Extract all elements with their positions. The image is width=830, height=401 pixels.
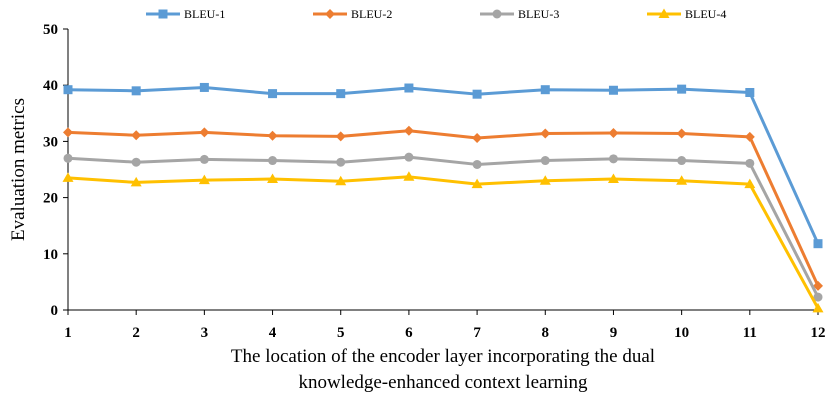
data-point-bleu-4 <box>539 175 551 185</box>
data-point-bleu-1 <box>268 89 278 99</box>
x-axis-title-line-2: knowledge-enhanced context learning <box>298 372 588 393</box>
series-line-bleu-1 <box>67 85 820 245</box>
x-tick-label: 7 <box>473 325 481 341</box>
series-line-bleu-3 <box>67 155 820 298</box>
legend-item-bleu-1: BLEU-1 <box>146 7 225 21</box>
data-point-bleu-1 <box>608 85 618 95</box>
x-tick-label: 9 <box>610 325 618 341</box>
data-point-bleu-3 <box>199 154 209 164</box>
y-tick-label: 10 <box>43 247 58 263</box>
data-point-bleu-2 <box>267 130 278 141</box>
x-tick-label: 2 <box>132 325 140 341</box>
data-point-bleu-3 <box>131 157 141 167</box>
data-point-bleu-2 <box>744 131 755 142</box>
axes <box>67 29 818 311</box>
legend-item-bleu-4: BLEU-4 <box>647 7 726 21</box>
data-point-bleu-1 <box>677 84 687 94</box>
y-tick-label: 0 <box>51 303 59 319</box>
series-bleu-2 <box>63 125 823 291</box>
data-point-bleu-1 <box>336 89 346 99</box>
y-tick-label: 20 <box>43 191 58 207</box>
x-tick-label: 6 <box>405 325 413 341</box>
data-point-bleu-4 <box>267 173 279 184</box>
x-tick-label: 10 <box>674 325 689 341</box>
data-point-bleu-2 <box>199 127 210 138</box>
data-point-bleu-4 <box>403 171 415 181</box>
series-line-bleu-4 <box>67 175 820 310</box>
series-bleu-1 <box>63 82 823 249</box>
data-point-bleu-1 <box>63 85 73 95</box>
series-bleu-4 <box>62 171 824 313</box>
data-point-bleu-2 <box>676 128 687 139</box>
data-point-bleu-1 <box>404 83 414 93</box>
legend-item-bleu-2: BLEU-2 <box>313 7 392 21</box>
data-point-bleu-2 <box>131 130 142 141</box>
legend-label: BLEU-2 <box>351 7 392 21</box>
legend-swatch-marker <box>325 9 335 19</box>
data-point-bleu-2 <box>403 125 414 136</box>
x-tick-label: 12 <box>811 325 826 341</box>
legend-swatch-marker <box>158 9 168 19</box>
x-tick-label: 5 <box>337 325 345 341</box>
x-tick-label: 1 <box>64 325 72 341</box>
x-axis-title-line-1: The location of the encoder layer incorp… <box>231 346 655 367</box>
data-point-bleu-4 <box>198 174 210 185</box>
data-point-bleu-3 <box>540 156 550 166</box>
data-point-bleu-4 <box>130 176 142 187</box>
legend-label: BLEU-4 <box>685 7 726 21</box>
data-point-bleu-1 <box>472 89 482 99</box>
data-point-bleu-1 <box>131 86 141 96</box>
data-point-bleu-4 <box>676 175 688 185</box>
data-point-bleu-3 <box>63 153 73 163</box>
data-point-bleu-2 <box>472 133 483 144</box>
data-point-bleu-1 <box>813 239 823 249</box>
data-point-bleu-2 <box>813 280 823 291</box>
data-point-bleu-4 <box>471 178 483 189</box>
data-point-bleu-4 <box>607 173 619 184</box>
y-tick-label: 50 <box>43 22 58 38</box>
legend-swatch-marker <box>492 9 502 19</box>
legend-label: BLEU-1 <box>184 7 225 21</box>
x-tick-label: 4 <box>269 325 277 341</box>
data-point-bleu-3 <box>608 154 618 164</box>
series-line-bleu-2 <box>67 129 820 287</box>
data-point-bleu-3 <box>472 159 482 169</box>
series-layer <box>62 82 824 313</box>
data-point-bleu-4 <box>62 172 74 182</box>
data-point-bleu-1 <box>745 88 755 98</box>
data-point-bleu-3 <box>813 292 823 302</box>
data-point-bleu-3 <box>745 158 755 168</box>
data-point-bleu-3 <box>404 152 414 162</box>
series-bleu-3 <box>63 152 823 302</box>
data-point-bleu-2 <box>540 128 551 139</box>
y-tick-label: 30 <box>43 134 58 150</box>
data-point-bleu-2 <box>63 127 73 138</box>
data-point-bleu-3 <box>336 157 346 167</box>
data-point-bleu-1 <box>540 85 550 95</box>
data-point-bleu-3 <box>268 156 278 166</box>
data-point-bleu-3 <box>677 156 687 166</box>
legend-label: BLEU-3 <box>518 7 559 21</box>
x-tick-label: 11 <box>743 325 757 341</box>
data-point-bleu-1 <box>199 82 209 92</box>
legend: BLEU-1 BLEU-2 BLEU-3 BLEU-4 <box>146 7 726 21</box>
data-point-bleu-4 <box>744 178 756 189</box>
y-tick-label: 40 <box>43 78 58 94</box>
x-tick-label: 3 <box>201 325 209 341</box>
data-point-bleu-4 <box>335 175 347 186</box>
data-point-bleu-2 <box>335 131 346 142</box>
x-ticks: 1 2 3 4 5 6 7 8 9 10 11 12 <box>64 310 826 341</box>
y-ticks: 0 10 20 30 40 50 <box>43 22 68 319</box>
data-point-bleu-2 <box>608 127 619 138</box>
x-tick-label: 8 <box>542 325 550 341</box>
y-axis-title: Evaluation metrics <box>8 98 29 241</box>
legend-item-bleu-3: BLEU-3 <box>480 7 559 21</box>
data-point-bleu-4 <box>812 302 824 313</box>
legend-swatch-marker <box>658 8 670 18</box>
